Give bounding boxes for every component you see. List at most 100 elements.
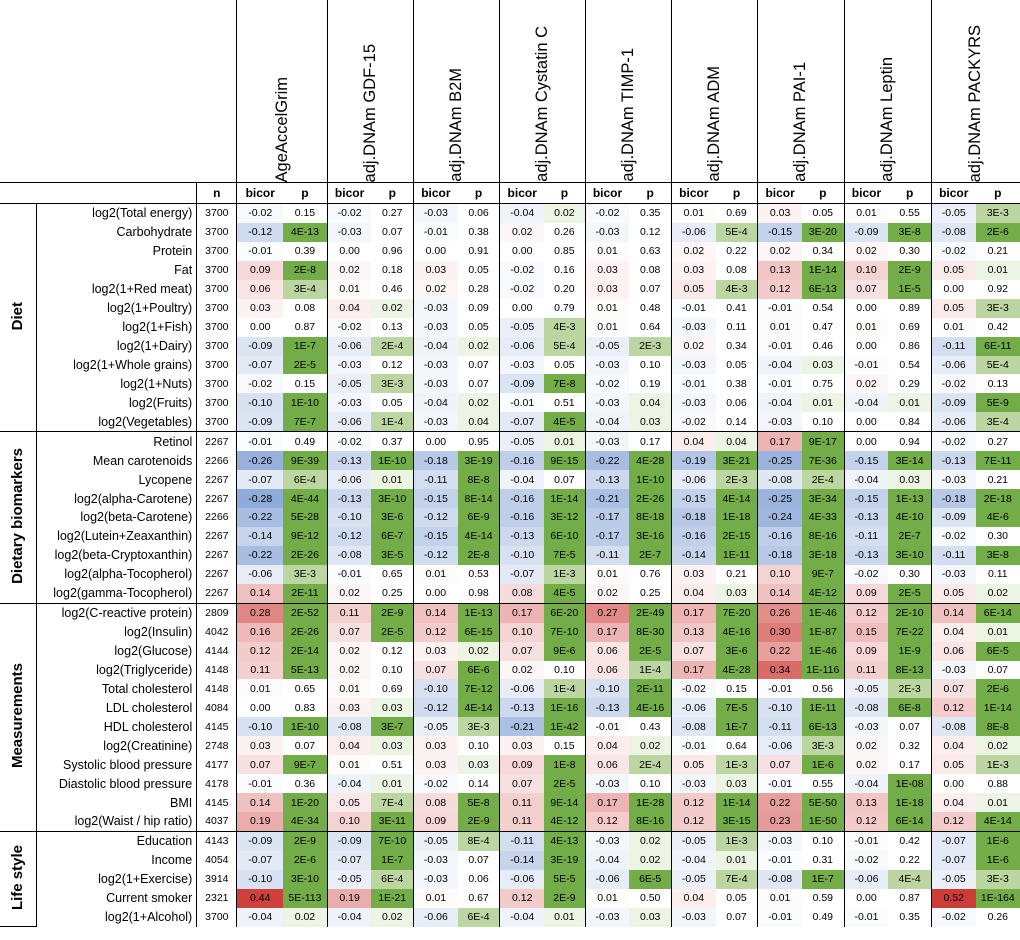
p-value: 0.88 [975, 774, 1020, 794]
bicor-value: -0.05 [843, 679, 889, 699]
bicor-value: -0.03 [413, 374, 458, 394]
bicor-value: -0.10 [413, 679, 458, 699]
bicor-value: -0.08 [670, 717, 716, 737]
bicor-value: 0.10 [757, 564, 802, 584]
bicor-value: 0.10 [326, 812, 372, 832]
p-value: 0.53 [457, 564, 500, 584]
bicor-value: 0.02 [326, 260, 372, 280]
p-value: 0.92 [975, 279, 1020, 299]
bicor-value: 0.17 [670, 602, 716, 623]
bicor-value: -0.15 [843, 489, 889, 508]
p-value: 3E-7 [371, 717, 414, 737]
bicor-value: -0.21 [584, 489, 630, 508]
subheader-row: n bicor p bicor p bicor p bicor p bicor p bicor p bic… [0, 182, 1020, 204]
bicor-value: 0.52 [930, 888, 976, 908]
p-value: 6E-4 [283, 470, 328, 490]
bicor-value: -0.04 [757, 355, 802, 375]
bicor-value: 0.06 [930, 641, 976, 661]
bicor-value: -0.15 [843, 451, 889, 471]
bicor-value: 0.12 [930, 698, 976, 718]
p-value: 0.07 [975, 660, 1020, 680]
p-value: 0.05 [371, 393, 414, 413]
bicor-value: -0.16 [757, 526, 802, 546]
bicor-value: -0.01 [757, 374, 802, 394]
row-label: log2(Triglyceride) [35, 660, 197, 680]
column-header: adj.DNAm PAI-1 [757, 0, 845, 183]
bicor-value: -0.03 [757, 412, 802, 432]
bicor-value: 0.05 [670, 279, 716, 299]
p-value: 2E-9 [371, 602, 414, 623]
bicor-value: -0.06 [670, 470, 716, 490]
bicor-header: bicor [499, 182, 545, 204]
p-value: 0.02 [371, 907, 414, 927]
bicor-value: -0.10 [236, 869, 284, 889]
bicor-value: -0.15 [757, 222, 802, 242]
n-value: 2267 [196, 583, 237, 604]
p-value: 1E-3 [715, 755, 758, 775]
p-value: 0.22 [715, 241, 758, 261]
bicor-value: -0.05 [670, 830, 716, 851]
n-value: 3700 [196, 279, 237, 299]
p-value: 0.20 [544, 279, 586, 299]
bicor-value: -0.08 [757, 869, 802, 889]
bicor-value: -0.04 [499, 202, 545, 223]
table-row: log2(Fruits) 3700 -0.10 1E-10 -0.03 0.05 -0.04… [0, 393, 1020, 413]
bicor-value: 0.14 [930, 602, 976, 623]
p-value: 6E-20 [544, 602, 586, 623]
p-value: 1E-7 [801, 869, 845, 889]
bicor-value: -0.06 [326, 470, 372, 490]
p-value: 5E-4 [544, 336, 586, 356]
bicor-value: -0.01 [757, 774, 802, 794]
p-value: 1E-164 [975, 888, 1020, 908]
p-value: 4E-13 [283, 222, 328, 242]
bicor-value: 0.22 [757, 793, 802, 812]
bicor-value: -0.06 [326, 412, 372, 432]
bicor-value: -0.03 [584, 393, 630, 413]
p-value: 3E-3 [457, 717, 500, 737]
bicor-value: -0.01 [757, 336, 802, 356]
bicor-value: -0.09 [499, 374, 545, 394]
table-row: log2(Lutein+Zeaxanthin) 2267 -0.14 9E-12 -0.… [0, 526, 1020, 546]
p-value: 0.13 [975, 374, 1020, 394]
bicor-value: -0.04 [326, 907, 372, 927]
p-value: 3E-34 [801, 489, 845, 508]
table-row: log2(Glucose) 4144 0.12 2E-14 0.02 0.12 0.03 0.… [0, 641, 1020, 661]
bicor-value: 0.01 [930, 317, 976, 337]
bicor-value: -0.06 [236, 564, 284, 584]
bicor-value: 0.03 [326, 698, 372, 718]
p-value: 6E-7 [371, 526, 414, 546]
p-value: 0.16 [544, 260, 586, 280]
p-header: p [629, 182, 672, 204]
bicor-header: bicor [326, 182, 372, 204]
bicor-value: 0.28 [236, 602, 284, 623]
bicor-value: 0.04 [326, 298, 372, 318]
p-value: 0.01 [544, 431, 586, 452]
p-value: 4E-12 [801, 583, 845, 604]
table-row: Mean carotenoids 2266 -0.26 9E-39 -0.13 1E-10… [0, 451, 1020, 471]
bicor-value: 0.10 [499, 622, 545, 642]
p-value: 0.27 [975, 431, 1020, 452]
bicor-value: -0.07 [499, 564, 545, 584]
p-value: 4E-44 [283, 489, 328, 508]
bicor-value: -0.07 [499, 412, 545, 432]
bicor-value: 0.17 [584, 793, 630, 812]
row-label: Lycopene [35, 470, 197, 490]
bicor-value: 0.00 [843, 888, 889, 908]
p-value: 5E-5 [544, 869, 586, 889]
group-label-cell: Dietary biomarkers [0, 431, 37, 604]
bicor-value: -0.22 [236, 508, 284, 527]
n-value: 4148 [196, 679, 237, 699]
bicor-value: 0.12 [584, 812, 630, 832]
p-value: 3E-16 [629, 526, 672, 546]
row-label: log2(1+Nuts) [35, 374, 197, 394]
p-value: 0.01 [975, 260, 1020, 280]
p-value: 0.37 [371, 431, 414, 452]
bicor-value: 0.03 [670, 260, 716, 280]
p-value: 8E-14 [457, 489, 500, 508]
bicor-value: 0.00 [499, 241, 545, 261]
p-value: 0.46 [801, 336, 845, 356]
bicor-value: -0.04 [413, 336, 458, 356]
column-header-label: adj.DNAm GDF-15 [360, 43, 379, 182]
p-value: 0.01 [975, 622, 1020, 642]
bicor-value: 0.03 [413, 755, 458, 775]
